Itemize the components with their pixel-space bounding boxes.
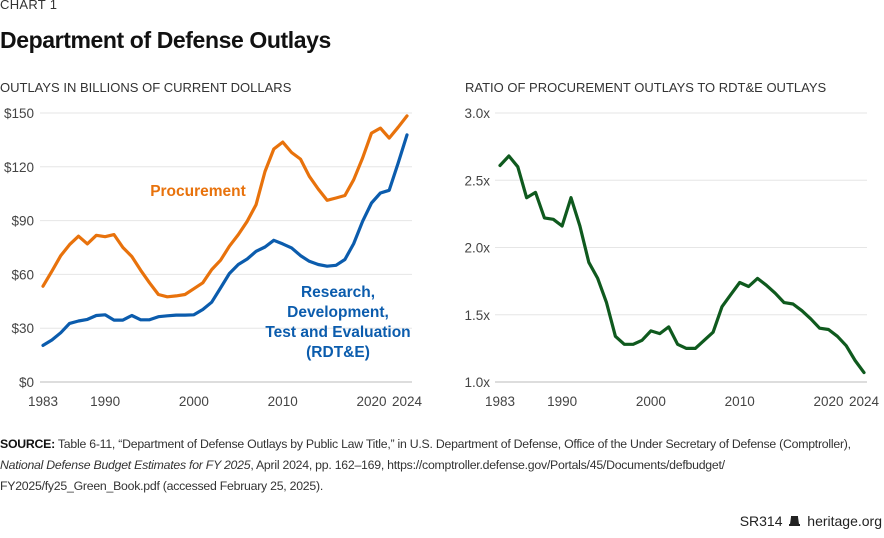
rdte-series-label: Research, Development, Test and Evaluati… bbox=[265, 283, 410, 363]
rdte-label-line: (RDT&E) bbox=[306, 344, 370, 361]
series-line-procurement bbox=[41, 114, 409, 299]
y-tick-label: $150 bbox=[4, 106, 34, 121]
x-tick-label: 1983 bbox=[28, 394, 58, 409]
x-tick-label: 1990 bbox=[547, 394, 577, 409]
y-tick-label: 1.0x bbox=[464, 375, 490, 390]
y-tick-label: 2.5x bbox=[464, 173, 490, 188]
report-id: SR314 bbox=[739, 513, 783, 529]
source-text-1: Table 6-11, “Department of Defense Outla… bbox=[54, 437, 851, 451]
site-link[interactable]: heritage.org bbox=[807, 513, 882, 529]
x-tick-label: 2020 bbox=[813, 394, 843, 409]
y-tick-label: 1.5x bbox=[464, 308, 490, 323]
footer: SR314 heritage.org bbox=[740, 513, 882, 529]
y-tick-label: 2.0x bbox=[464, 241, 490, 256]
x-tick-label: 1983 bbox=[485, 394, 515, 409]
chart-kicker: CHART 1 bbox=[0, 0, 58, 12]
x-tick-label: 2024 bbox=[392, 394, 423, 409]
source-note: SOURCE: Table 6-11, “Department of Defen… bbox=[0, 434, 884, 497]
source-label: SOURCE: bbox=[0, 437, 55, 451]
y-tick-label: $120 bbox=[4, 160, 34, 175]
left-chart-title: OUTLAYS IN BILLIONS OF CURRENT DOLLARS bbox=[0, 80, 292, 95]
y-tick-label: $0 bbox=[19, 375, 34, 390]
y-tick-label: 3.0x bbox=[464, 106, 490, 121]
procurement-series-label: Procurement bbox=[150, 182, 246, 202]
rdte-label-line: Development, bbox=[287, 304, 389, 321]
outlays-chart: $0 $30 $60 $90 $120 $150 1983 1990 2000 2010 2020 2… bbox=[4, 106, 423, 409]
x-tick-label: 1990 bbox=[90, 394, 120, 409]
x-tick-label: 2000 bbox=[179, 394, 209, 409]
source-italic-title: National Defense Budget Estimates for FY… bbox=[0, 458, 251, 472]
rdte-label-line: Research, bbox=[300, 284, 376, 301]
x-tick-label: 2010 bbox=[268, 394, 298, 409]
series-line-ratio bbox=[498, 154, 866, 375]
x-tick-label: 2020 bbox=[356, 394, 386, 409]
ratio-chart: 1.0x 1.5x 2.0x 2.5x 3.0x 1983 1990 2000 2010 2020… bbox=[464, 106, 879, 409]
right-chart-title: RATIO OF PROCUREMENT OUTLAYS TO RDT&E OU… bbox=[465, 80, 827, 95]
charts-canvas: $0 $30 $60 $90 $120 $150 1983 1990 2000 2010 2020 2… bbox=[4, 106, 880, 409]
procurement-label-line: Procurement bbox=[150, 183, 246, 200]
chart-title: Department of Defense Outlays bbox=[0, 27, 331, 53]
y-tick-label: $30 bbox=[11, 321, 34, 336]
liberty-bell-icon bbox=[789, 513, 801, 529]
y-tick-label: $60 bbox=[11, 267, 34, 282]
source-text-2: , April 2024, pp. 162–169, https://compt… bbox=[0, 458, 725, 493]
series-line-rdte bbox=[41, 133, 409, 347]
y-tick-label: $90 bbox=[11, 214, 34, 229]
x-tick-label: 2010 bbox=[725, 394, 755, 409]
rdte-label-line: Test and Evaluation bbox=[265, 324, 411, 341]
x-tick-label: 2000 bbox=[636, 394, 666, 409]
x-tick-label: 2024 bbox=[849, 394, 880, 409]
